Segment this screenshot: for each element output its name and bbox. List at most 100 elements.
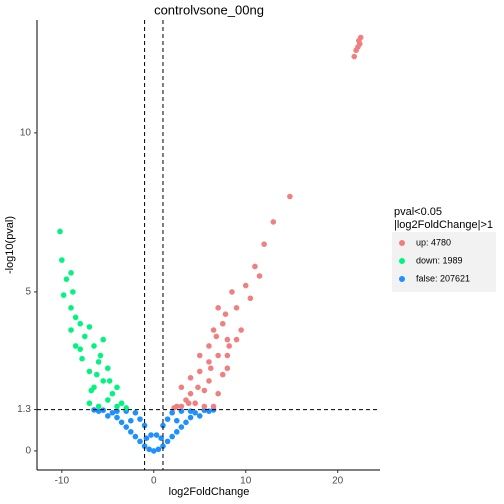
point [213, 333, 220, 340]
point [59, 257, 65, 263]
point [150, 448, 157, 454]
point [160, 422, 166, 429]
point [226, 343, 232, 349]
point [68, 327, 74, 333]
point [187, 374, 194, 381]
point [201, 387, 208, 394]
point [127, 417, 134, 424]
point [100, 407, 107, 414]
point [60, 292, 67, 298]
point [109, 409, 116, 416]
point [178, 384, 185, 391]
legend-swatch [399, 258, 405, 264]
legend-label: down: 1989 [416, 255, 463, 265]
point [127, 429, 134, 435]
point [219, 320, 226, 327]
point [141, 443, 148, 449]
point [68, 305, 74, 311]
point [252, 263, 258, 270]
point [86, 368, 93, 375]
point [196, 368, 203, 375]
point [233, 305, 240, 311]
point [93, 371, 100, 378]
point [201, 403, 208, 410]
point [91, 343, 97, 349]
point [123, 424, 129, 430]
x-tick-label: 10 [240, 476, 252, 487]
point [114, 384, 120, 391]
legend-swatch [399, 240, 405, 246]
point [173, 429, 180, 435]
point [169, 409, 175, 416]
point [351, 53, 358, 60]
point [183, 419, 189, 426]
point [206, 359, 212, 365]
point [224, 352, 231, 359]
point [219, 371, 226, 378]
point [70, 289, 76, 295]
y-tick-label: 5 [25, 287, 31, 298]
point [222, 311, 229, 317]
point [224, 336, 231, 343]
point [114, 403, 120, 410]
point [95, 403, 102, 410]
point [238, 327, 244, 333]
x-tick-label: 20 [332, 476, 344, 487]
y-tick-label: 0 [25, 446, 31, 457]
point [192, 409, 198, 416]
point [86, 400, 93, 407]
point [256, 273, 263, 279]
point [153, 432, 160, 438]
x-axis-title: log2FoldChange [169, 486, 250, 498]
point [196, 413, 203, 419]
point [72, 343, 79, 349]
point [105, 413, 111, 419]
point [196, 352, 203, 359]
point [229, 289, 235, 295]
x-tick-label: -10 [55, 476, 70, 487]
x-tick-label: 0 [151, 476, 157, 487]
legend-background [392, 232, 496, 292]
point [356, 41, 363, 47]
point [88, 387, 95, 394]
point [155, 446, 162, 453]
point [164, 438, 171, 445]
point [215, 352, 221, 359]
point [57, 228, 63, 235]
point [95, 359, 102, 365]
point [160, 443, 166, 449]
point [210, 403, 217, 410]
point [137, 438, 143, 445]
point [100, 378, 107, 384]
point [210, 327, 217, 333]
point [224, 365, 231, 372]
point [206, 343, 212, 349]
point [178, 424, 185, 430]
point [187, 390, 194, 397]
legend-swatch [399, 276, 405, 282]
point [287, 193, 293, 200]
point [77, 320, 84, 327]
point [63, 276, 70, 282]
point [173, 417, 180, 424]
point [106, 378, 113, 384]
legend-title: pval<0.05 [394, 206, 442, 218]
legend-label: false: 207621 [416, 273, 470, 283]
point [242, 282, 249, 289]
point [207, 365, 214, 372]
point [82, 333, 88, 340]
point [68, 270, 74, 276]
y-tick-label: 10 [20, 128, 32, 139]
point [105, 397, 111, 403]
point [247, 295, 254, 302]
legend-title: |log2FoldChange|>1 [394, 219, 493, 231]
point [114, 414, 120, 421]
y-axis-title: -log10(pval) [4, 216, 16, 274]
point [132, 409, 139, 416]
point [185, 400, 192, 407]
point [178, 403, 185, 410]
point [215, 390, 221, 397]
point [215, 305, 221, 311]
legend-label: up: 4780 [416, 237, 451, 247]
